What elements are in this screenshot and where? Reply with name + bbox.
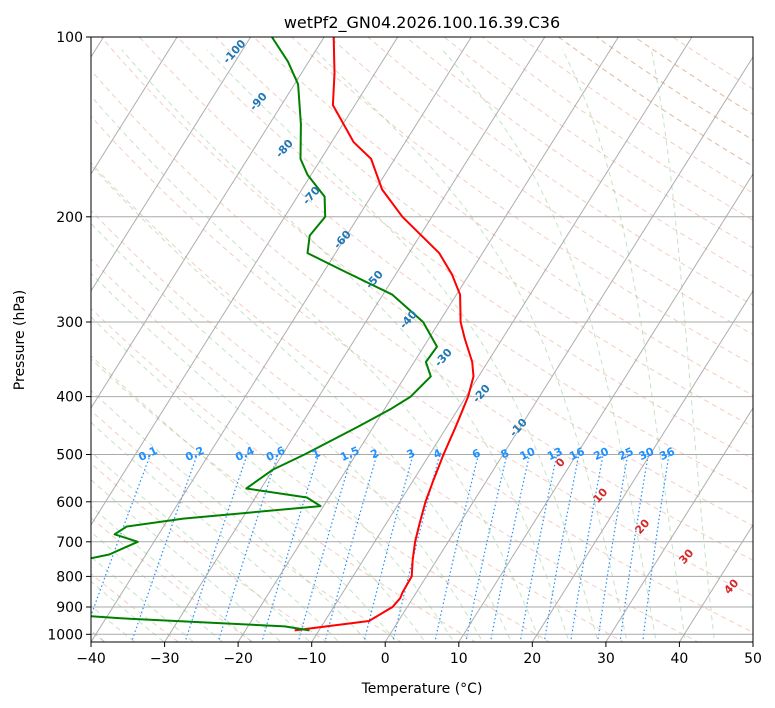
mixing-ratio-label: 16: [567, 445, 587, 463]
mixing-ratio-line: [324, 454, 378, 642]
isotherm-line: [531, 289, 753, 642]
y-tick-label: 300: [56, 315, 83, 331]
isotherm-line: [237, 37, 619, 642]
dry-adiabat-line: [215, 37, 753, 428]
dry-adiabat-line: [100, 37, 753, 527]
moist-adiabat-line: [91, 272, 455, 642]
mixing-ratio-line: [261, 454, 320, 642]
mixing-ratio-label: 30: [637, 445, 657, 463]
dry-adiabat-line: [138, 37, 753, 493]
mixing-ratio-line: [297, 454, 353, 642]
moist-adiabat-line: [121, 49, 570, 642]
y-tick-label: 200: [56, 210, 83, 226]
moist-adiabat-line: [91, 316, 426, 642]
y-axis-label: Pressure (hPa): [12, 290, 28, 390]
isotherm-line: [91, 37, 252, 292]
y-tick-label: 500: [56, 448, 83, 464]
mixing-ratio-line: [465, 454, 508, 642]
mixing-ratio-label: 10: [518, 445, 538, 463]
mixing-ratio-line: [130, 454, 198, 642]
moist-adiabat-line: [91, 355, 398, 642]
dry-adiabat-line: [91, 258, 625, 642]
mixing-ratio-line: [184, 454, 248, 642]
moist-adiabat-line: [561, 49, 686, 642]
moist-adiabat-line: [441, 49, 657, 642]
temperature-profile-line: [294, 37, 475, 632]
mixing-ratio-line: [543, 454, 580, 642]
data-series: [91, 37, 475, 632]
moist-adiabat-line: [91, 164, 512, 642]
mixing-ratio-line: [519, 454, 558, 642]
dry-adiabat-line: [367, 37, 753, 306]
dry-adiabat-line: [91, 517, 254, 642]
isotherm-line: [311, 37, 693, 642]
x-tick-label: 40: [670, 651, 688, 667]
mixing-ratio-label: 13: [545, 445, 564, 463]
x-tick-label: 20: [523, 651, 541, 667]
x-tick-label: 0: [381, 651, 390, 667]
dry-adiabat-line: [91, 307, 551, 642]
x-tick-label: 50: [744, 651, 762, 667]
y-tick-label: 1000: [47, 627, 83, 643]
x-tick-label: −40: [76, 651, 106, 667]
mixing-ratio-line: [434, 454, 479, 642]
x-tick-label: 10: [450, 651, 468, 667]
y-tick-label: 600: [56, 495, 83, 511]
isotherm-line: [91, 37, 399, 526]
moist-adiabat-line: [91, 478, 282, 642]
y-axis: 100 200 300 400 500 600 700 800 900 1000: [47, 30, 91, 643]
isotherm-line: [164, 37, 546, 642]
dry-adiabat-line: [91, 462, 328, 642]
y-tick-label: 700: [56, 535, 83, 551]
isotherm-line: [91, 37, 472, 642]
dry-adiabat-line: [291, 37, 753, 366]
isotherm-line: [458, 173, 753, 642]
mixing-ratio-label: 25: [616, 445, 635, 463]
x-tick-label: −20: [223, 651, 253, 667]
y-tick-label: 900: [56, 600, 83, 616]
y-tick-label: 400: [56, 390, 83, 406]
moist-adiabat-line: [91, 605, 136, 642]
moist-adiabat-line: [91, 222, 484, 642]
isotherm-line: [384, 55, 753, 642]
isotherm-line: [91, 37, 178, 175]
y-tick-label: 800: [56, 569, 83, 585]
dry-adiabat-line: [91, 162, 753, 634]
moist-adiabat-line: [91, 95, 541, 642]
mixing-ratio-line: [570, 454, 604, 642]
isotherm-line: [605, 407, 753, 642]
mixing-ratio-line: [363, 454, 414, 642]
dry-adiabat-line: [91, 209, 699, 642]
x-tick-label: −30: [150, 651, 180, 667]
x-tick-label: 30: [597, 651, 615, 667]
dry-adiabat-line: [91, 115, 753, 597]
dewpoint-profile-line: [91, 37, 438, 632]
plot-frame: [90, 36, 754, 643]
isotherm-line: [678, 523, 753, 642]
plot-grid: [91, 37, 753, 642]
moist-adiabat-line: [91, 421, 340, 642]
moist-adiabat-line: [91, 389, 369, 642]
dry-adiabat-line: [91, 358, 477, 642]
mixing-ratio-label: 20: [592, 445, 612, 463]
chart-title: wetPf2_GN04.2026.100.16.39.C36: [284, 13, 560, 33]
mixing-ratio-label: 36: [657, 445, 677, 463]
x-tick-label: −10: [297, 651, 327, 667]
y-tick-label: 100: [56, 30, 83, 46]
dry-adiabat-line: [91, 69, 753, 561]
isotherm-line: [91, 37, 325, 409]
x-axis: −40 −30 −20 −10 0 10 20 30 40 50: [76, 642, 762, 667]
plot-background: [91, 37, 753, 642]
x-axis-label: Temperature (°C): [361, 681, 483, 697]
